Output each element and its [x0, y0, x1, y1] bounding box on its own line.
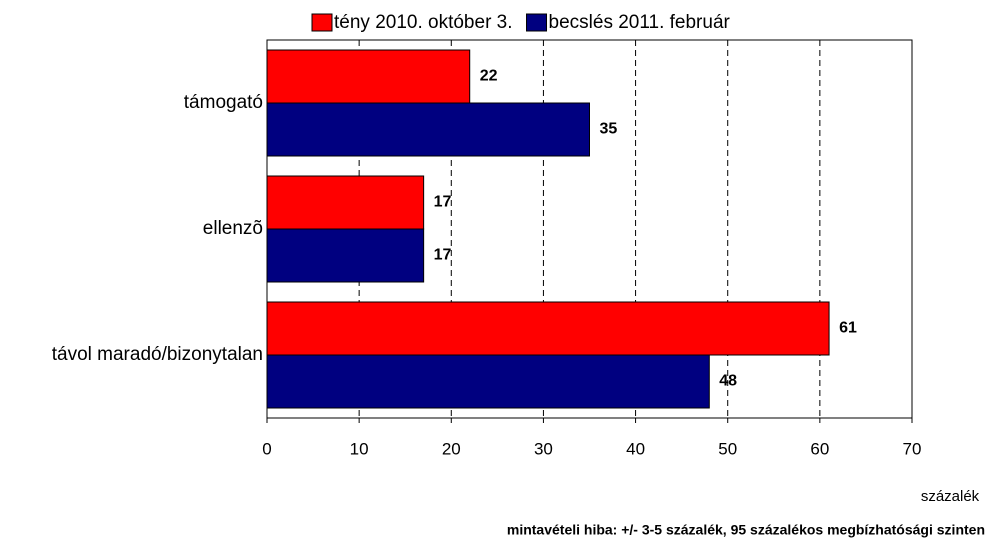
bar: [266, 301, 830, 356]
y-tick-label: távol maradó/bizonytalan: [52, 344, 263, 365]
bar: [266, 354, 710, 409]
bar: [266, 49, 471, 104]
note: mintavételi hiba: +/- 3-5 százalék, 95 s…: [507, 522, 985, 538]
x-tick-label: 20: [442, 439, 461, 458]
value-label: 61: [839, 320, 857, 337]
value-label: 17: [434, 194, 452, 211]
legend-swatch: [311, 13, 333, 32]
legend-swatch: [526, 13, 548, 32]
legend-label: tény 2010. október 3.: [334, 12, 513, 33]
value-label: 22: [480, 68, 498, 85]
x-tick-label: 10: [350, 439, 369, 458]
x-tick-label: 60: [810, 439, 829, 458]
x-tick-label: 40: [626, 439, 645, 458]
bar: [266, 102, 590, 157]
y-tick-label: ellenzõ: [203, 218, 263, 239]
y-tick-label: támogató: [184, 92, 263, 113]
x-axis-label: százalék: [921, 488, 980, 505]
value-label: 48: [719, 373, 737, 390]
value-label: 17: [434, 247, 452, 264]
x-tick-label: 0: [262, 439, 271, 458]
x-tick-label: 50: [718, 439, 737, 458]
legend-label: becslés 2011. február: [549, 12, 731, 33]
bar: [266, 228, 425, 283]
value-label: 35: [600, 121, 618, 138]
x-tick-label: 30: [534, 439, 553, 458]
bar: [266, 175, 425, 230]
x-tick-label: 70: [903, 439, 922, 458]
